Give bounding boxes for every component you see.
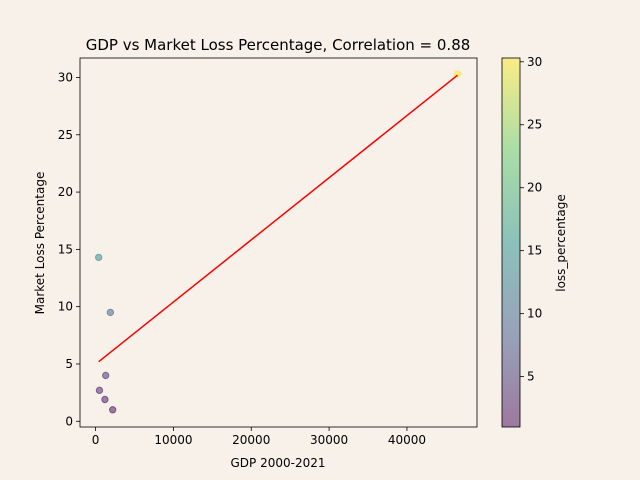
colorbar-tick-label: 5	[527, 370, 535, 384]
plot-area: 0 10000 20000 30000 40000 0 5 10 15 20 25 30	[58, 57, 478, 447]
data-point	[101, 395, 109, 404]
axes-frame	[79, 57, 478, 428]
chart-title: GDP vs Market Loss Percentage, Correlati…	[86, 36, 471, 54]
colorbar-tick-label: 20	[527, 181, 542, 195]
y-tick-label: 20	[58, 185, 73, 199]
colorbar-label: loss_percentage	[554, 194, 568, 292]
colorbar-tick-label: 30	[527, 55, 542, 69]
y-tick-label: 15	[58, 242, 73, 256]
y-tick-label: 5	[65, 357, 73, 371]
x-tick-label: 40000	[388, 433, 426, 447]
data-point	[108, 406, 117, 414]
x-axis-label: GDP 2000-2021	[231, 456, 326, 470]
colorbar-gradient	[501, 57, 521, 428]
data-point	[95, 386, 104, 395]
data-point	[94, 253, 103, 262]
y-tick-label: 0	[65, 414, 73, 428]
colorbar: 5 10 15 20 25 30	[501, 55, 542, 428]
y-tick-label: 25	[58, 128, 73, 142]
x-tick-label: 0	[92, 433, 100, 447]
plot-background	[80, 58, 477, 427]
x-tick-label: 20000	[232, 433, 270, 447]
colorbar-tick-label: 25	[527, 118, 542, 132]
colorbar-tick-label: 15	[527, 244, 542, 258]
data-point	[101, 371, 110, 380]
y-axis-label: Market Loss Percentage	[33, 172, 47, 315]
colorbar-tick-label: 10	[527, 307, 542, 321]
y-tick-label: 30	[58, 70, 73, 84]
data-point	[106, 308, 115, 317]
regression-line	[98, 74, 459, 363]
y-tick-label: 10	[58, 300, 73, 314]
x-tick-label: 30000	[310, 433, 348, 447]
x-tick-label: 10000	[154, 433, 192, 447]
